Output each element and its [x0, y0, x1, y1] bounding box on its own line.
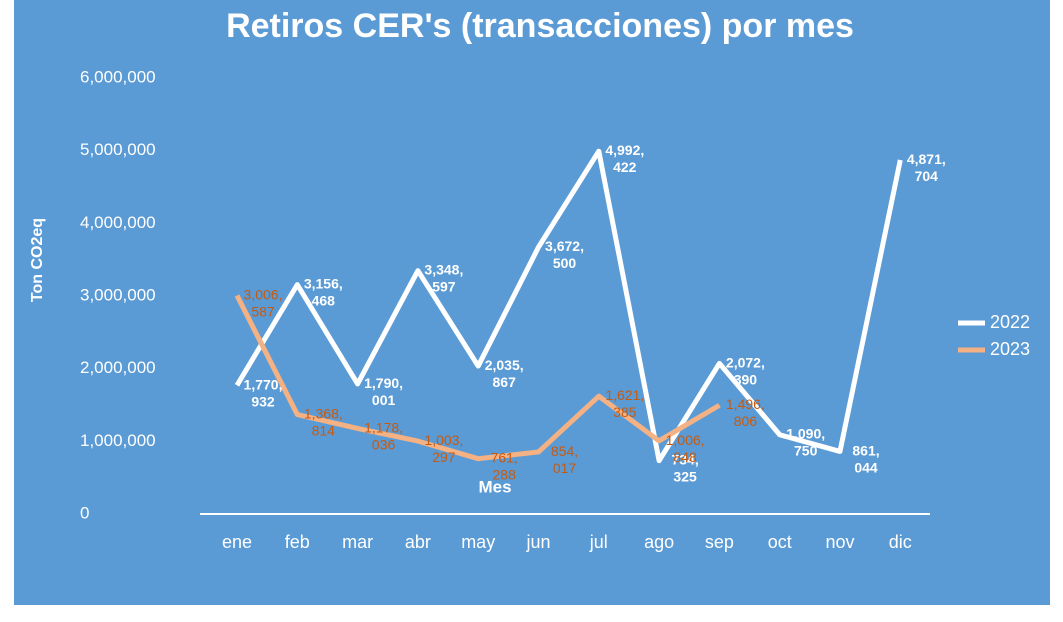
y-tick-label: 6,000,000	[80, 67, 156, 86]
legend-label: 2023	[990, 339, 1030, 359]
data-label-part: 500	[553, 255, 577, 271]
data-label-part: 1,090,	[786, 425, 825, 441]
data-label-part: 932	[251, 393, 275, 409]
x-tick-label: nov	[825, 532, 854, 552]
x-tick-label: abr	[405, 532, 431, 552]
x-tick-label: mar	[342, 532, 373, 552]
data-label-part: 325	[673, 468, 697, 484]
data-label-part: 761,	[491, 449, 518, 465]
data-label-part: 750	[794, 442, 818, 458]
x-axis-label: Mes	[478, 477, 511, 496]
x-tick-label: jul	[589, 532, 608, 552]
data-label-part: 422	[613, 159, 637, 175]
data-label: 3,672, 500	[545, 238, 584, 271]
x-tick-label: feb	[285, 532, 310, 552]
y-tick-label: 2,000,000	[80, 358, 156, 377]
x-tick-label: oct	[768, 532, 792, 552]
data-label-part: 3,348,	[424, 261, 463, 277]
data-label: 861, 044	[852, 442, 879, 475]
data-label-part: 587	[251, 303, 275, 319]
y-tick-label: 3,000,000	[80, 285, 156, 304]
data-label-part: 390	[734, 371, 758, 387]
y-tick-label: 0	[80, 503, 89, 522]
data-label: 1,003, 297	[424, 432, 463, 465]
data-label-part: 814	[312, 422, 336, 438]
data-label: 1,090, 750	[786, 425, 825, 458]
data-label-part: 848	[673, 449, 697, 465]
x-tick-label: may	[461, 532, 495, 552]
data-label-part: 1,003,	[424, 432, 463, 448]
data-label-part: 1,178,	[364, 419, 403, 435]
y-tick-label: 1,000,000	[80, 431, 156, 450]
data-label: 1,178, 036	[364, 419, 403, 452]
y-axis-label: Ton CO2eq	[29, 218, 46, 302]
data-label-part: 806	[734, 413, 758, 429]
legend-label: 2022	[990, 312, 1030, 332]
x-tick-label: ago	[644, 532, 674, 552]
data-label: 4,992, 422	[605, 142, 644, 175]
data-label-part: 1,006,	[666, 432, 705, 448]
data-label-part: 867	[493, 374, 517, 390]
data-label-part: 4,871,	[907, 151, 946, 167]
series-line	[234, 294, 721, 462]
series-line	[234, 148, 903, 464]
data-label-part: 1,621,	[605, 387, 644, 403]
data-label-part: 1,790,	[364, 375, 403, 391]
data-label: 2,035, 867	[485, 357, 524, 390]
data-label-part: 3,006,	[244, 286, 283, 302]
data-label-part: 4,992,	[605, 142, 644, 158]
data-label-part: 036	[372, 436, 396, 452]
data-label: 4,871, 704	[907, 151, 946, 184]
data-label-part: 1,770,	[244, 376, 283, 392]
data-label-part: 385	[613, 404, 637, 420]
data-label-part: 017	[553, 460, 577, 476]
y-tick-label: 5,000,000	[80, 140, 156, 159]
data-label-part: 1,368,	[304, 405, 343, 421]
data-label: 1,790, 001	[364, 375, 403, 408]
data-label-part: 001	[372, 392, 396, 408]
data-label-part: 3,156,	[304, 275, 343, 291]
data-label-part: 468	[312, 292, 336, 308]
data-label-part: 861,	[852, 442, 879, 458]
data-label: 3,156, 468	[304, 275, 343, 308]
chart-title: Retiros CER's (transacciones) por mes	[226, 7, 854, 45]
data-label: 854, 017	[551, 443, 578, 476]
data-label: 2,072, 390	[726, 354, 765, 387]
data-label: 1,621, 385	[605, 387, 644, 420]
data-label: 1,496, 806	[726, 396, 765, 429]
y-tick-label: 4,000,000	[80, 213, 156, 232]
data-label-part: 288	[493, 466, 517, 482]
x-tick-label: ene	[222, 532, 252, 552]
chart-background	[14, 0, 1050, 605]
data-label-part: 1,496,	[726, 396, 765, 412]
data-label-part: 704	[915, 168, 939, 184]
x-tick-label: jun	[525, 532, 550, 552]
data-label-part: 2,072,	[726, 354, 765, 370]
data-label-part: 3,672,	[545, 238, 584, 254]
data-label: 3,006, 587	[244, 286, 283, 319]
data-label-part: 297	[432, 449, 456, 465]
x-tick-label: dic	[889, 532, 912, 552]
data-label: 734, 325	[671, 451, 698, 484]
x-tick-label: sep	[705, 532, 734, 552]
data-label-part: 044	[854, 459, 878, 475]
data-label: 1,770, 932	[244, 376, 283, 409]
data-label: 1,368, 814	[304, 405, 343, 438]
data-label-part: 2,035,	[485, 357, 524, 373]
data-label-part: 734,	[671, 451, 698, 467]
data-label: 1,006, 848	[666, 432, 705, 465]
data-label: 3,348, 597	[424, 261, 463, 294]
data-label: 761, 288	[491, 449, 518, 482]
data-label-part: 854,	[551, 443, 578, 459]
data-label-part: 597	[432, 278, 456, 294]
